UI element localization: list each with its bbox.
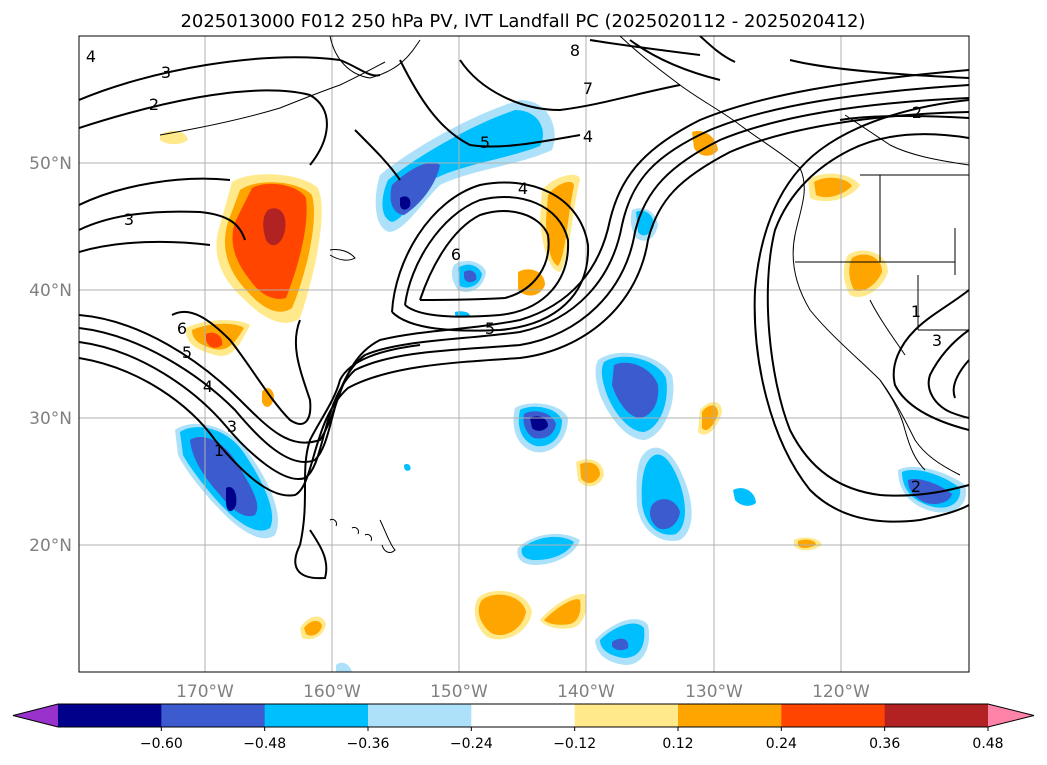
contour-label: 4 xyxy=(518,179,528,198)
contour-label: 4 xyxy=(203,377,213,396)
contour-label: 6 xyxy=(177,319,187,338)
lon-label-130w: 130°W xyxy=(685,682,743,702)
contour-label: 8 xyxy=(570,41,580,60)
colorbar-tick-label: −0.36 xyxy=(347,736,390,752)
lon-label-160w: 160°W xyxy=(303,682,361,702)
contour-label: 1 xyxy=(214,441,224,460)
height-contours xyxy=(79,36,969,580)
contour-label: 2 xyxy=(912,103,922,122)
colorbar-tick-label: −0.24 xyxy=(450,736,493,752)
lat-label-30n: 30°N xyxy=(29,409,72,429)
colorbar-extend-high xyxy=(988,704,1034,727)
colorbar-tick-label: −0.60 xyxy=(140,736,183,752)
colorbar-segment xyxy=(678,704,782,727)
contour-label: 3 xyxy=(124,210,134,229)
contour-label: 3 xyxy=(161,63,171,82)
lat-label-50n: 50°N xyxy=(29,154,72,174)
contour-label: 3 xyxy=(227,417,237,436)
negative-anomalies xyxy=(175,100,966,672)
contour-label: 4 xyxy=(583,127,593,146)
colorbar-segment xyxy=(161,704,266,727)
colorbar-tick-label: 0.24 xyxy=(766,736,797,752)
coastlines xyxy=(159,36,969,553)
colorbar-segment xyxy=(471,704,576,727)
contour-labels: 4 3 2 3 8 7 4 5 4 6 5 2 6 5 4 3 1 1 3 2 xyxy=(86,41,942,496)
contour-label: 2 xyxy=(911,477,921,496)
contour-label: 2 xyxy=(149,95,159,114)
lon-label-150w: 150°W xyxy=(430,682,488,702)
colorbar-segment xyxy=(781,704,886,727)
contour-label: 5 xyxy=(485,319,495,338)
contour-label: 5 xyxy=(480,133,490,152)
colorbar: −0.60 −0.48 −0.36 −0.24 −0.12 0.12 0.24 0.36 0.4… xyxy=(12,703,1035,752)
map-frame xyxy=(78,35,970,673)
lat-label-20n: 20°N xyxy=(29,536,72,556)
contour-label: 1 xyxy=(911,302,921,321)
colorbar-tick-label: 0.36 xyxy=(869,736,900,752)
longitude-labels: 170°W 160°W 150°W 140°W 130°W 120°W xyxy=(176,682,870,702)
colorbar-tick-label: 0.12 xyxy=(662,736,693,752)
latitude-labels: 50°N 40°N 30°N 20°N xyxy=(29,154,72,556)
lon-label-120w: 120°W xyxy=(812,682,870,702)
contour-label: 5 xyxy=(182,343,192,362)
colorbar-segment xyxy=(264,704,369,727)
colorbar-extend-low xyxy=(13,704,58,727)
map-title: 2025013000 F012 250 hPa PV, IVT Landfall… xyxy=(180,11,865,32)
contour-label: 3 xyxy=(932,331,942,350)
lon-label-170w: 170°W xyxy=(176,682,234,702)
colorbar-outline xyxy=(12,703,1035,728)
lon-label-140w: 140°W xyxy=(557,682,615,702)
lat-label-40n: 40°N xyxy=(29,281,72,301)
contour-label: 6 xyxy=(451,245,461,264)
colorbar-tick-label: −0.48 xyxy=(243,736,286,752)
colorbar-segment xyxy=(574,704,679,727)
contour-label: 7 xyxy=(583,79,593,98)
colorbar-segment xyxy=(58,704,162,727)
colorbar-tick-label: −0.12 xyxy=(553,736,596,752)
colorbar-segment xyxy=(368,704,472,727)
contour-label: 4 xyxy=(86,47,96,66)
colorbar-segment xyxy=(884,704,989,727)
colorbar-tick-label: 0.48 xyxy=(972,736,1003,752)
